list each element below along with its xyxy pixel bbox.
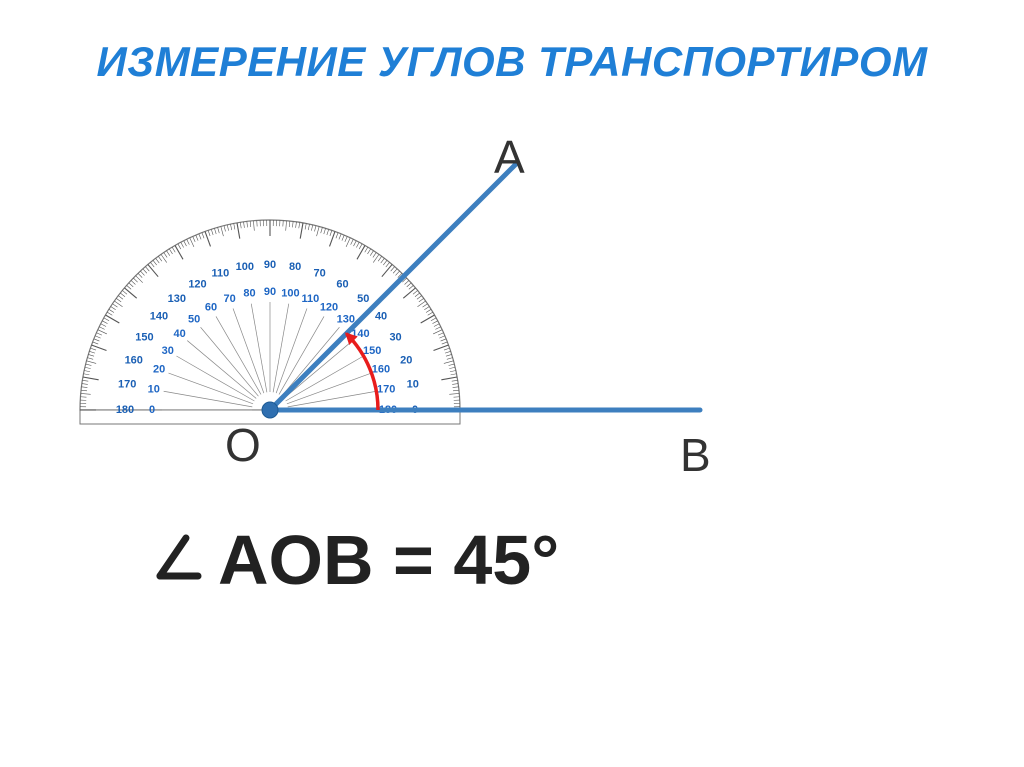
- formula: AOB = 45°: [150, 520, 559, 600]
- svg-text:100: 100: [281, 288, 299, 300]
- svg-text:150: 150: [363, 345, 381, 357]
- svg-text:40: 40: [375, 311, 387, 323]
- svg-text:180: 180: [116, 404, 134, 416]
- svg-text:0: 0: [149, 404, 155, 416]
- svg-text:70: 70: [224, 293, 236, 305]
- svg-text:120: 120: [188, 278, 206, 290]
- svg-text:80: 80: [289, 261, 301, 273]
- title-text: ИЗМЕРЕНИЕ УГЛОВ ТРАНСПОРТИРОМ: [97, 38, 928, 85]
- svg-text:90: 90: [264, 286, 276, 298]
- svg-text:100: 100: [236, 261, 254, 273]
- label-B: B: [680, 428, 711, 482]
- protractor-svg: 0102030405060708090100110120130140150160…: [40, 120, 740, 480]
- svg-text:170: 170: [377, 383, 395, 395]
- label-O: O: [225, 418, 261, 472]
- svg-text:160: 160: [372, 364, 390, 376]
- svg-text:110: 110: [212, 268, 230, 280]
- svg-text:10: 10: [148, 383, 160, 395]
- svg-text:110: 110: [301, 293, 319, 305]
- svg-text:130: 130: [337, 314, 355, 326]
- svg-text:60: 60: [336, 278, 348, 290]
- svg-text:80: 80: [243, 288, 255, 300]
- svg-text:20: 20: [400, 354, 412, 366]
- label-A: A: [494, 130, 525, 184]
- svg-text:90: 90: [264, 259, 276, 271]
- svg-text:20: 20: [153, 364, 165, 376]
- svg-text:60: 60: [205, 302, 217, 314]
- angle-symbol-icon: [150, 520, 204, 600]
- page-title: ИЗМЕРЕНИЕ УГЛОВ ТРАНСПОРТИРОМ: [0, 38, 1024, 86]
- svg-text:30: 30: [389, 331, 401, 343]
- svg-text:150: 150: [135, 331, 153, 343]
- formula-text: AOB = 45°: [218, 520, 559, 600]
- svg-text:50: 50: [188, 314, 200, 326]
- svg-text:40: 40: [173, 328, 185, 340]
- svg-text:130: 130: [168, 293, 186, 305]
- svg-text:120: 120: [320, 302, 338, 314]
- diagram-area: 0102030405060708090100110120130140150160…: [40, 120, 740, 480]
- svg-text:10: 10: [407, 379, 419, 391]
- svg-text:50: 50: [357, 293, 369, 305]
- svg-text:30: 30: [162, 345, 174, 357]
- svg-text:160: 160: [125, 354, 143, 366]
- svg-text:140: 140: [150, 311, 168, 323]
- svg-text:70: 70: [313, 268, 325, 280]
- svg-text:170: 170: [118, 379, 136, 391]
